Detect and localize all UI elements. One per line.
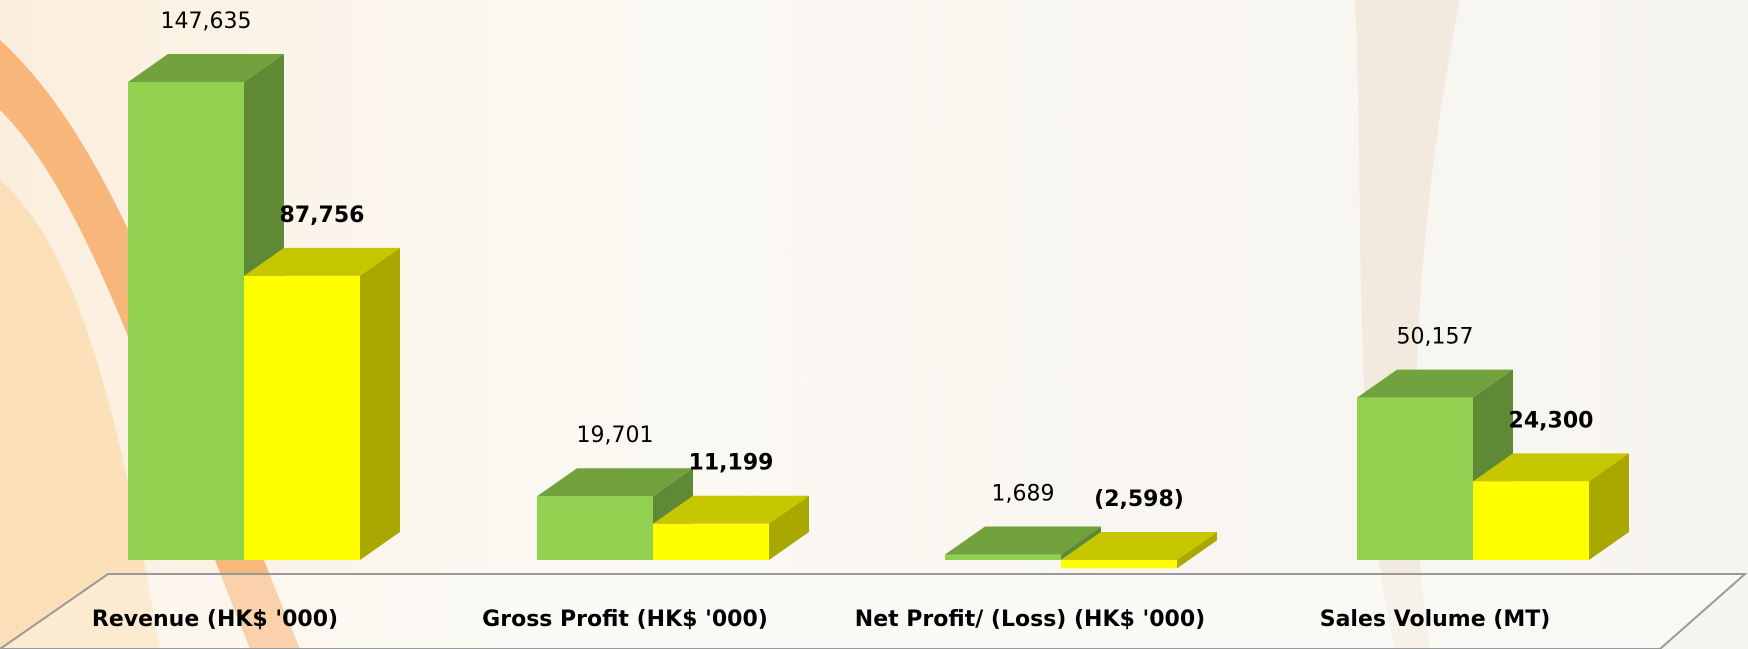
data-label: 19,701 [577, 423, 654, 448]
decor-swoosh [0, 180, 160, 649]
data-label: (2,598) [1094, 487, 1184, 512]
bar [1357, 397, 1473, 560]
x-tick-label: Gross Profit (HK$ '000) [482, 607, 768, 632]
bar-side [769, 495, 809, 560]
x-tick-label: Net Profit/ (Loss) (HK$ '000) [855, 607, 1205, 632]
data-label: 11,199 [689, 451, 774, 476]
bar [945, 554, 1061, 560]
bar-top [1061, 532, 1217, 560]
data-label: 50,157 [1397, 325, 1474, 350]
bar-top [128, 54, 284, 82]
bar-side [1589, 453, 1629, 560]
bar [1061, 560, 1177, 569]
bar-top [537, 468, 693, 497]
x-tick-label: Sales Volume (MT) [1320, 607, 1551, 632]
bar-top [945, 526, 1101, 555]
data-label: 87,756 [280, 203, 365, 228]
bar-side [360, 247, 400, 561]
bar [1473, 481, 1589, 560]
bar [653, 523, 769, 560]
bar [537, 496, 653, 560]
data-label: 24,300 [1509, 408, 1594, 433]
x-tick-label: Revenue (HK$ '000) [92, 607, 338, 632]
bar-side [1061, 526, 1101, 560]
bars [128, 54, 1629, 569]
data-label: 147,635 [161, 9, 252, 34]
floor [0, 573, 1748, 649]
bar-top [1357, 369, 1513, 398]
bar-top [1473, 453, 1629, 482]
bar [244, 275, 360, 560]
bar-side [1177, 532, 1217, 569]
bar-top [653, 495, 809, 524]
bar [128, 82, 244, 560]
bar-top [244, 247, 400, 276]
data-label: 1,689 [992, 482, 1055, 507]
